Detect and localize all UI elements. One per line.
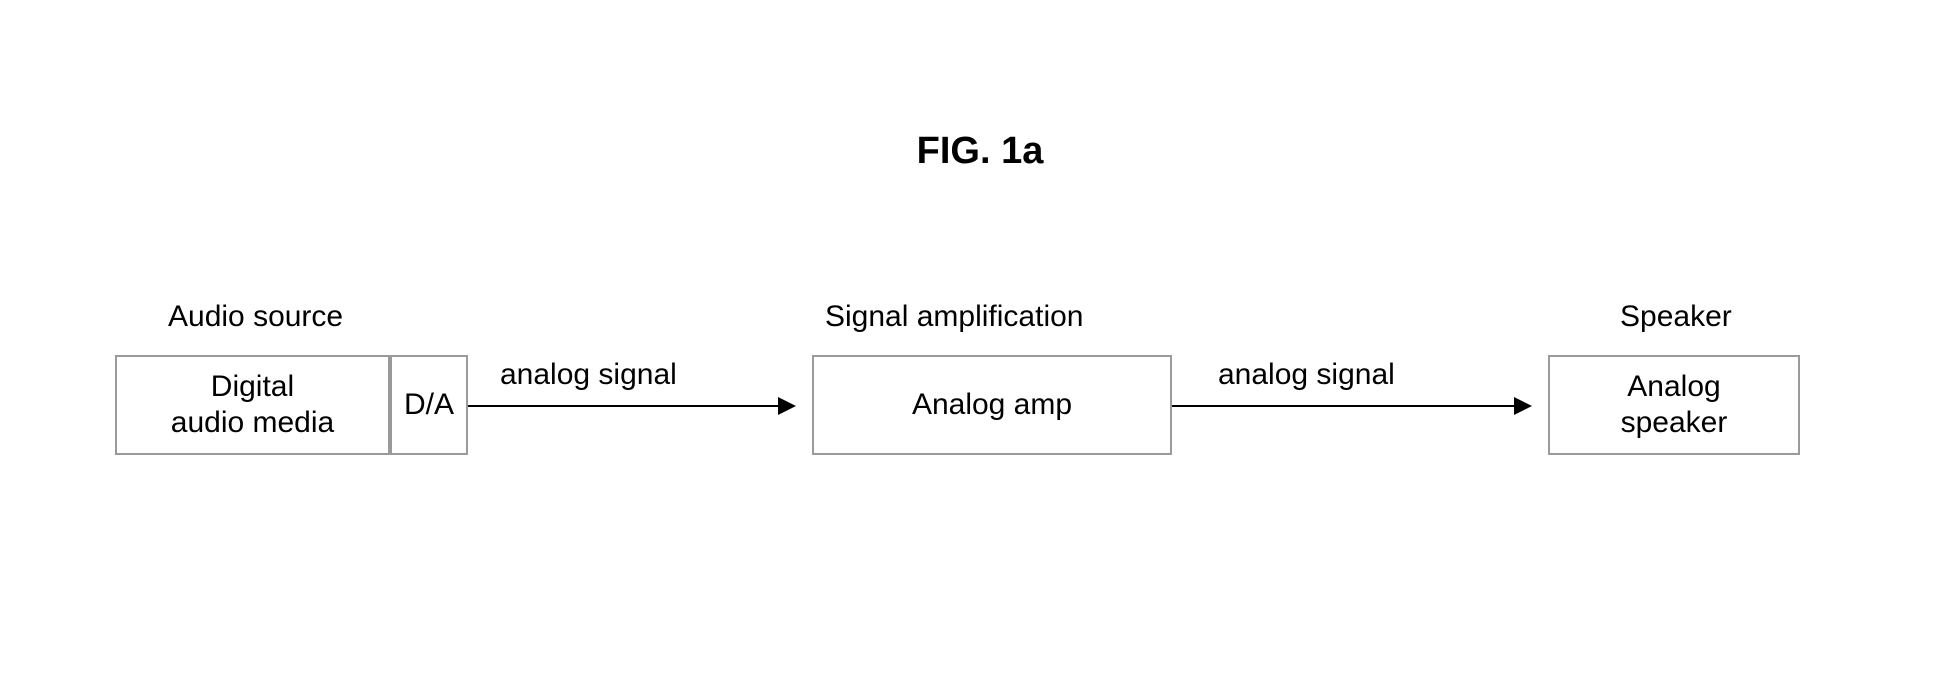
analog-amp-text: Analog amp bbox=[912, 388, 1072, 422]
arrow-1-label: analog signal bbox=[500, 358, 677, 392]
da-converter-box: D/A bbox=[390, 355, 468, 455]
analog-amp-box: Analog amp bbox=[812, 355, 1172, 455]
figure-title: FIG. 1a bbox=[917, 130, 1044, 173]
arrow-1 bbox=[468, 405, 794, 407]
analog-speaker-text: Analog speaker bbox=[1621, 369, 1728, 441]
da-converter-text: D/A bbox=[404, 388, 454, 422]
arrow-2-label: analog signal bbox=[1218, 358, 1395, 392]
digital-audio-media-text: Digital audio media bbox=[171, 369, 334, 441]
digital-audio-media-box: Digital audio media bbox=[115, 355, 390, 455]
signal-amplification-label: Signal amplification bbox=[825, 300, 1083, 334]
speaker-label: Speaker bbox=[1620, 300, 1732, 334]
analog-speaker-box: Analog speaker bbox=[1548, 355, 1800, 455]
arrow-2 bbox=[1172, 405, 1530, 407]
audio-source-label: Audio source bbox=[168, 300, 343, 334]
